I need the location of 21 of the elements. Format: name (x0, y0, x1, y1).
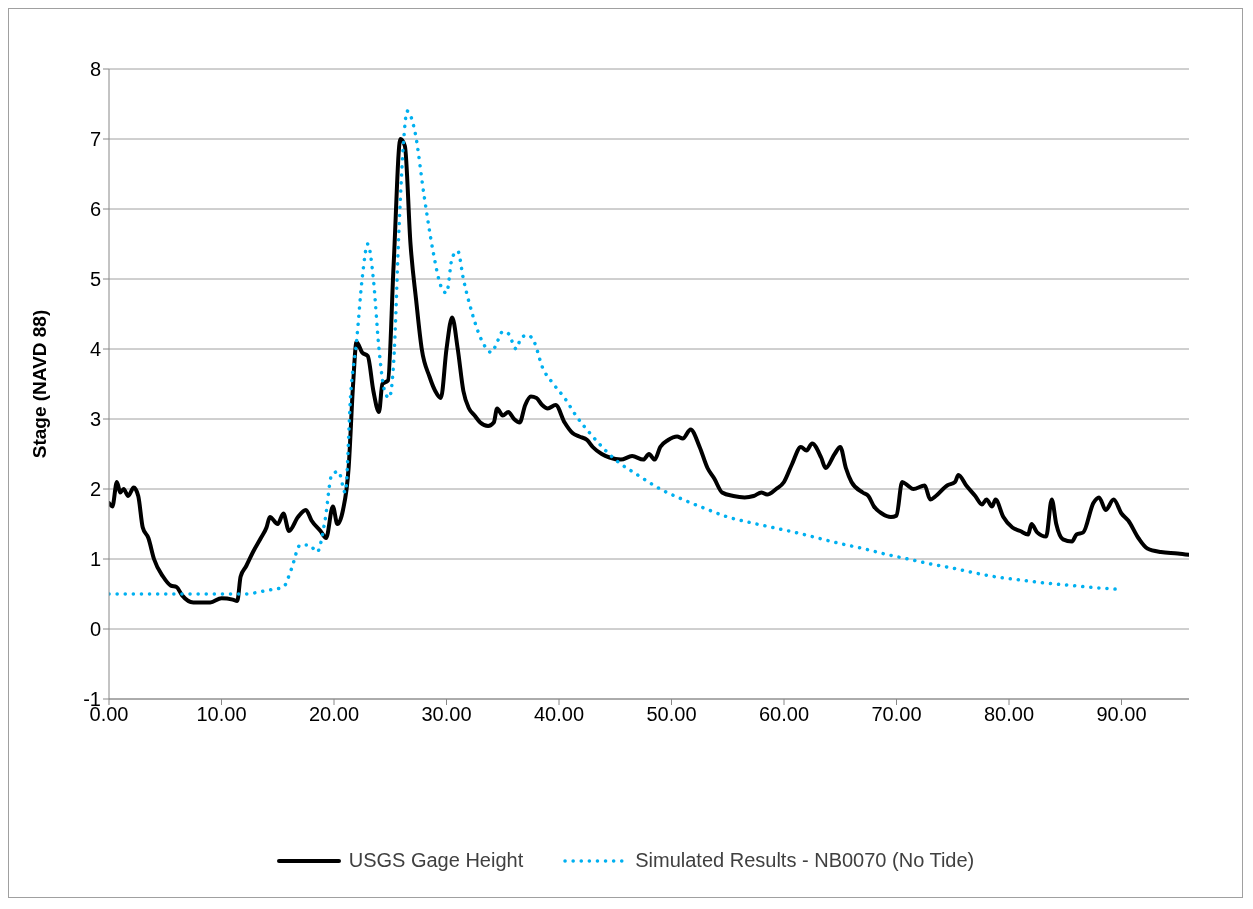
y-tick-label: 7 (89, 128, 101, 151)
x-tick-label: 80.00 (983, 703, 1035, 726)
legend-label: USGS Gage Height (348, 849, 524, 872)
y-tick-label: 2 (89, 478, 101, 501)
y-tick-label: 6 (89, 198, 101, 221)
y-tick-label: 8 (89, 58, 101, 81)
x-tick-label: 40.00 (533, 703, 585, 726)
x-tick-label: 60.00 (758, 703, 810, 726)
legend-label: Simulated Results - NB0070 (No Tide) (635, 849, 975, 872)
x-tick-label: 90.00 (1096, 703, 1147, 726)
y-tick-label: 4 (89, 338, 101, 361)
y-tick-label: 0 (89, 618, 101, 641)
x-tick-label: 50.00 (646, 703, 697, 726)
x-tick-label: 10.00 (196, 703, 247, 726)
y-tick-label: 3 (89, 408, 101, 431)
x-tick-label: 70.00 (871, 703, 922, 726)
y-tick-label: 5 (89, 268, 101, 291)
y-axis-title: Stage (NAVD 88) (28, 309, 50, 459)
x-tick-label: 20.00 (308, 703, 360, 726)
y-tick-label: 1 (89, 548, 101, 571)
x-tick-label: 30.00 (421, 703, 472, 726)
